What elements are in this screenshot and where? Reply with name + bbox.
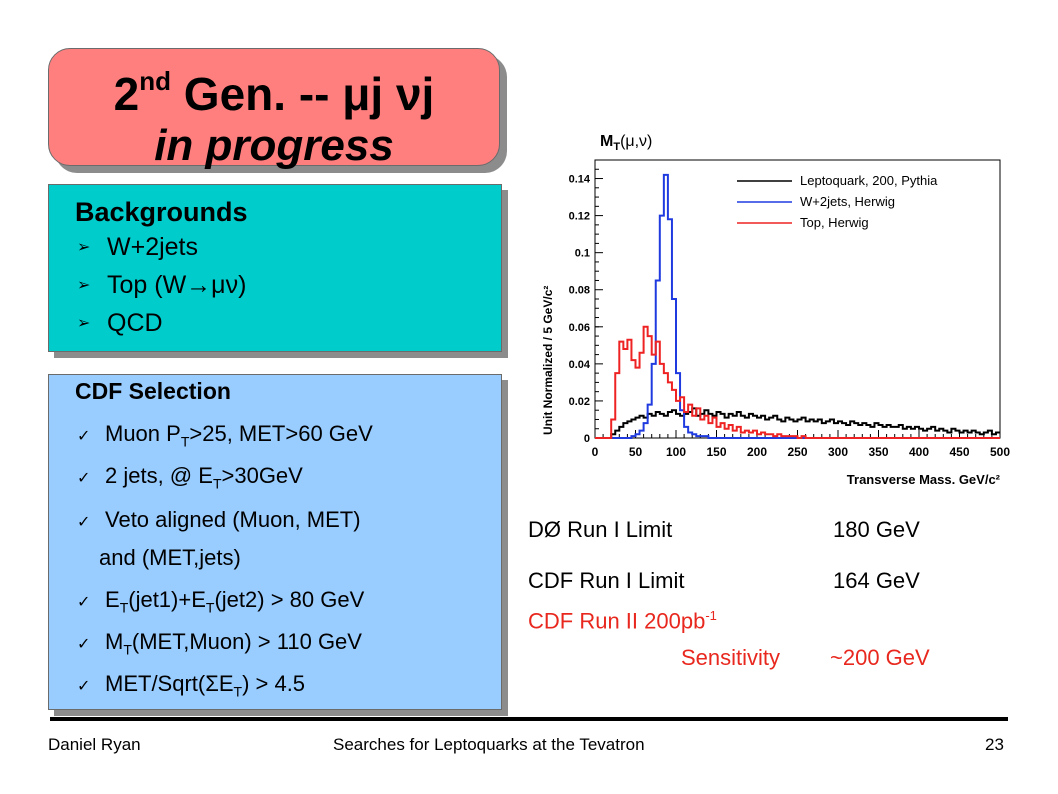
x-tick-label: 0 [592,445,599,459]
d0-limit-value: 180 GeV [833,517,920,542]
selection-item-continued: and (MET,jets) [99,545,241,570]
d0-limit-label: DØ Run I Limit [528,517,673,542]
legend-label: W+2jets, Herwig [800,194,895,209]
y-tick-label: 0.04 [569,359,591,371]
cdf1-limit-label: CDF Run I Limit [528,568,685,593]
x-tick-label: 400 [909,445,929,459]
x-tick-label: 350 [868,445,888,459]
x-tick-label: 300 [828,445,848,459]
y-tick-label: 0.06 [569,322,590,334]
y-tick-label: 0.08 [569,285,590,297]
legend-label: Top, Herwig [800,215,869,230]
selection-item: ✓ 2 jets, @ ET>30GeV [77,463,303,492]
legend-label: Leptoquark, 200, Pythia [800,173,938,188]
checkmark-icon: ✓ [77,428,91,445]
checkmark-icon: ✓ [77,514,91,531]
checkmark-icon: ✓ [77,636,91,653]
background-item: ➢ Top (W→μν) [77,271,247,299]
selection-item: ✓ Muon PT>25, MET>60 GeV [77,421,373,450]
checkmark-icon: ✓ [77,678,91,695]
y-tick-label: 0.12 [569,211,590,223]
background-item: ➢ W+2jets [77,233,199,261]
backgrounds-box: Backgrounds ➢ W+2jets ➢ Top (W→μν) ➢ QCD [48,184,502,352]
background-item: ➢ QCD [77,309,163,337]
x-tick-label: 200 [747,445,767,459]
checkmark-icon: ✓ [77,470,91,487]
checkmark-icon: ✓ [77,594,91,611]
y-axis-label: Unit Normalized / 5 GeV/c² [541,286,555,435]
selection-heading: CDF Selection [75,378,231,404]
footer-title: Searches for Leptoquarks at the Tevatron [333,735,645,754]
y-tick-label: 0.1 [575,248,590,260]
cdf2-sensitivity-label: Sensitivity [681,645,781,670]
slide-title: 2nd Gen. -- μj νj [113,66,435,120]
selection-item: ✓ Veto aligned (Muon, MET) [77,507,361,532]
cdf2-sensitivity-value: ~200 GeV [830,645,930,670]
footer-author: Daniel Ryan [48,735,141,754]
x-tick-label: 250 [787,445,807,459]
x-tick-label: 500 [990,445,1010,459]
backgrounds-heading: Backgrounds [75,197,248,227]
title-box: 2nd Gen. -- μj νj in progress [48,48,500,170]
x-tick-label: 100 [666,445,686,459]
series-line [595,407,1000,439]
footer-divider [50,717,1008,721]
chart-title: MT(μ,ν) [600,133,652,153]
slide-subtitle: in progress [154,121,394,170]
series-line [595,325,1000,439]
selection-item: ✓ MET/Sqrt(ΣET) > 4.5 [77,671,306,700]
selection-item: ✓ ET(jet1)+ET(jet2) > 80 GeV [77,587,365,616]
arrow-bullet-icon: ➢ [77,277,91,294]
x-tick-label: 450 [949,445,969,459]
y-tick-label: 0.02 [569,396,590,408]
mt-histogram-chart: 0 50 100 150 200 250 300 350 400 450 500 0 0.02 0.04 0… [541,133,1010,484]
x-tick-label: 150 [706,445,726,459]
cdf1-limit-value: 164 GeV [833,568,920,593]
arrow-bullet-icon: ➢ [77,239,91,256]
selection-box: CDF Selection ✓ Muon PT>25, MET>60 GeV ✓ 2… [48,374,502,710]
footer-page-number: 23 [985,735,1004,754]
selection-item: ✓ MT(MET,Muon) > 110 GeV [77,629,362,658]
x-tick-label: 50 [629,445,643,459]
y-tick-label: 0.14 [569,174,591,186]
x-axis-label: Transverse Mass, GeV/c² [847,472,1001,484]
y-tick-label: 0 [584,433,590,445]
arrow-bullet-icon: ➢ [77,315,91,332]
plot-frame [594,159,1001,439]
cdf2-limit-label: CDF Run II 200pb-1 [528,608,717,634]
